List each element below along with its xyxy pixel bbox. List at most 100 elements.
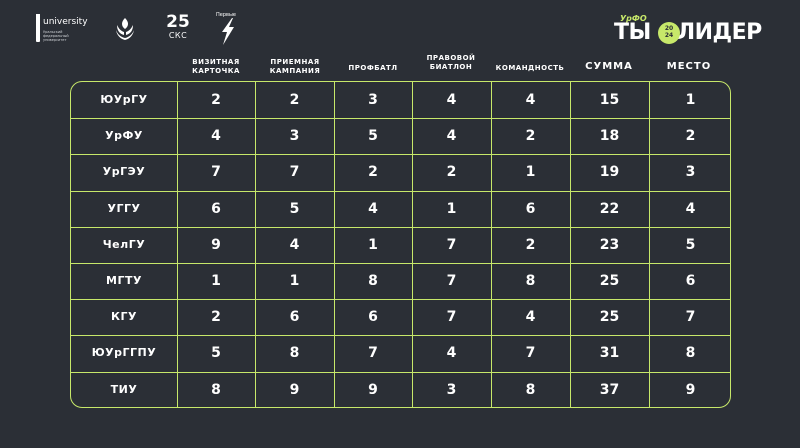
university-logo-mark bbox=[36, 16, 40, 42]
table-row-university-name: ЮУрГУ bbox=[100, 93, 148, 106]
table-cell-score: 22 bbox=[599, 200, 620, 217]
table-cell-score: 4 bbox=[685, 200, 696, 217]
table-column-divider bbox=[412, 82, 413, 407]
pervye-bolt-icon bbox=[222, 18, 234, 45]
pervye-text: Первые bbox=[216, 12, 236, 18]
column-header-mesto: МЕСТО bbox=[666, 61, 712, 72]
table-cell-score: 25 bbox=[599, 309, 620, 326]
brand-main: ТЫ ЛИДЕР bbox=[614, 20, 762, 45]
table-cell-score: 8 bbox=[289, 345, 300, 362]
table-cell-score: 2 bbox=[525, 128, 536, 145]
table-cell-score: 7 bbox=[685, 309, 696, 326]
table-cell-score: 1 bbox=[446, 200, 457, 217]
table-cell-score: 9 bbox=[685, 381, 696, 398]
table-row-university-name: ЮУрГГПУ bbox=[91, 346, 157, 360]
table-cell-score: 2 bbox=[368, 164, 378, 181]
table-cell-score: 6 bbox=[368, 309, 378, 326]
column-header-priemnaya-kampaniya: ПРИЕМНАЯ КАМПАНИЯ bbox=[269, 58, 321, 75]
table-cell-score: 3 bbox=[446, 381, 457, 398]
brand-ty: ТЫ bbox=[614, 20, 651, 45]
university-logo: university Уральский федеральный универс… bbox=[36, 14, 96, 48]
table-cell-score: 6 bbox=[525, 200, 536, 217]
university-logo-word: university bbox=[43, 17, 88, 27]
column-header-pravovoy-biatlon: ПРАВОВОЙ БИАТЛОН bbox=[426, 54, 476, 71]
table-row-divider bbox=[71, 154, 730, 156]
table-cell-score: 7 bbox=[446, 273, 457, 289]
column-header-summa: СУММА bbox=[585, 61, 633, 72]
table-cell-score: 6 bbox=[685, 273, 696, 289]
column-header-komandnost: КОМАНДНОСТЬ bbox=[495, 64, 565, 72]
table-cell-score: 6 bbox=[211, 200, 221, 217]
table-cell-score: 3 bbox=[685, 164, 696, 181]
table-cell-score: 7 bbox=[211, 164, 221, 181]
table-cell-score: 7 bbox=[446, 236, 457, 253]
table-column-divider bbox=[649, 82, 650, 407]
table-row-university-name: УрГЭУ bbox=[102, 165, 146, 179]
results-table: ЮУрГУ 2 2 3 4 4 15 1 УрФУ 4 3 5 4 2 18 2 УрГЭУ 7 7 2 2 1 19 3 УГ… bbox=[70, 81, 731, 408]
table-cell-score: 6 bbox=[289, 309, 300, 326]
ty-lider-brand-logo: УрФО ТЫ ЛИДЕР 20 24 bbox=[614, 14, 774, 46]
table-cell-score: 1 bbox=[211, 273, 221, 289]
table-row-university-name: МГТУ bbox=[106, 274, 142, 287]
table-row-university-name: КГУ bbox=[111, 310, 137, 324]
sks-number: 25 bbox=[166, 12, 190, 32]
table-cell-score: 9 bbox=[368, 381, 378, 398]
table-row-divider bbox=[71, 118, 730, 120]
table-cell-score: 2 bbox=[211, 92, 221, 108]
table-cell-score: 18 bbox=[599, 128, 620, 145]
brand-year-top: 20 bbox=[664, 25, 674, 32]
table-row-divider bbox=[71, 190, 730, 192]
table-column-divider bbox=[255, 82, 256, 407]
table-cell-score: 37 bbox=[599, 381, 620, 398]
table-cell-score: 5 bbox=[289, 200, 300, 217]
university-logo-subtitle: Уральский федеральный университет bbox=[43, 30, 69, 42]
table-cell-score: 2 bbox=[525, 236, 536, 253]
table-cell-score: 2 bbox=[446, 164, 457, 181]
table-cell-score: 3 bbox=[289, 128, 300, 145]
wheat-emblem-icon bbox=[114, 16, 136, 42]
brand-lider: ЛИДЕР bbox=[676, 20, 762, 45]
table-row-divider bbox=[71, 263, 730, 264]
table-row-university-name: УГГУ bbox=[107, 201, 141, 215]
table-row-university-name: УрФУ bbox=[105, 129, 143, 143]
table-cell-score: 4 bbox=[368, 200, 378, 217]
table-cell-score: 5 bbox=[211, 345, 221, 362]
table-column-divider bbox=[177, 82, 178, 407]
table-row-divider bbox=[71, 335, 730, 337]
brand-year-badge: 20 24 bbox=[658, 22, 680, 44]
table-cell-score: 8 bbox=[368, 273, 378, 289]
table-cell-score: 7 bbox=[446, 309, 457, 326]
table-cell-score: 1 bbox=[685, 92, 696, 108]
table-column-divider bbox=[570, 82, 571, 407]
table-cell-score: 9 bbox=[289, 381, 300, 398]
table-cell-score: 1 bbox=[525, 164, 536, 181]
table-cell-score: 5 bbox=[368, 128, 378, 145]
table-cell-score: 4 bbox=[446, 345, 457, 362]
table-cell-score: 4 bbox=[446, 92, 457, 108]
table-row-divider bbox=[71, 299, 730, 301]
table-cell-score: 4 bbox=[289, 236, 300, 253]
table-cell-score: 25 bbox=[599, 273, 620, 289]
table-column-divider bbox=[334, 82, 335, 407]
table-cell-score: 3 bbox=[368, 92, 378, 108]
table-cell-score: 19 bbox=[599, 164, 620, 181]
table-cell-score: 2 bbox=[211, 309, 221, 326]
table-cell-score: 8 bbox=[685, 345, 696, 362]
table-cell-score: 8 bbox=[525, 381, 536, 398]
table-cell-score: 4 bbox=[525, 92, 536, 108]
table-cell-score: 4 bbox=[446, 128, 457, 145]
table-row-divider bbox=[71, 226, 730, 228]
table-cell-score: 4 bbox=[211, 128, 221, 145]
table-cell-score: 2 bbox=[289, 92, 300, 108]
table-cell-score: 23 bbox=[599, 236, 620, 253]
sks-25-logo: 25 СКС bbox=[166, 13, 190, 45]
table-cell-score: 31 bbox=[599, 345, 620, 362]
table-cell-score: 8 bbox=[525, 273, 536, 289]
table-cell-score: 8 bbox=[211, 381, 221, 398]
table-row-university-name: ТИУ bbox=[110, 382, 138, 396]
table-cell-score: 9 bbox=[211, 236, 221, 253]
table-cell-score: 15 bbox=[599, 92, 620, 108]
column-header-profbatl: ПРОФБАТЛ bbox=[348, 64, 398, 72]
brand-year-bottom: 24 bbox=[664, 32, 674, 39]
table-cell-score: 7 bbox=[525, 345, 536, 362]
